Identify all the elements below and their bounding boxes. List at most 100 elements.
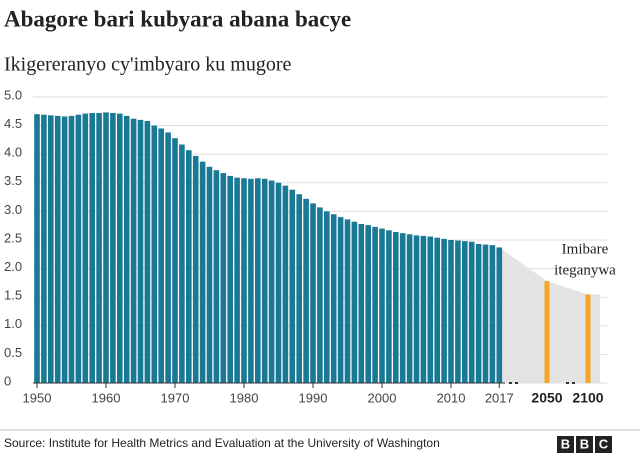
chart-subtitle: Ikigereranyo cy'imbyaro ku mugore [4, 54, 292, 76]
bar [165, 132, 171, 383]
bar [296, 194, 302, 383]
bar [406, 234, 413, 383]
bar [206, 166, 213, 383]
logo-box [557, 436, 574, 453]
y-tick-label: 0.5 [4, 345, 22, 360]
y-tick-label: 5.0 [4, 87, 22, 102]
x-tick-label: 1950 [23, 390, 52, 405]
bar [427, 236, 434, 383]
bar [41, 114, 47, 384]
logo-letter: B [561, 436, 570, 451]
bar [61, 116, 68, 383]
bar [475, 244, 482, 383]
bar [372, 226, 378, 383]
logo-letter: C [599, 436, 609, 451]
bar [399, 233, 406, 383]
bar [241, 178, 247, 383]
x-tick-label: 1970 [161, 390, 190, 405]
bar [358, 223, 365, 383]
bar [130, 118, 137, 384]
bar [386, 230, 392, 383]
x-tick-label: 1990 [299, 390, 328, 405]
bar [172, 138, 178, 383]
x-tick-label: 2100 [572, 390, 603, 406]
x-tick-label: 2017 [485, 390, 514, 405]
bar [117, 113, 123, 383]
logo-box [595, 436, 612, 453]
annotation: Imibare [562, 241, 609, 257]
bar [324, 211, 330, 383]
bar [489, 245, 496, 383]
bar [393, 231, 399, 383]
bar [255, 178, 261, 383]
bar [151, 125, 158, 383]
bar [351, 221, 358, 383]
bar [227, 175, 233, 383]
bar [585, 294, 591, 383]
bar [420, 235, 427, 383]
bar [337, 217, 344, 383]
x-tick-label: 2010 [437, 390, 466, 405]
bar [144, 121, 151, 384]
logo-letter: B [580, 436, 589, 451]
bar [462, 241, 468, 383]
y-tick-label: 1.0 [4, 316, 22, 331]
bar [268, 180, 275, 383]
bar [365, 225, 371, 383]
bar [275, 182, 282, 383]
bar [496, 247, 503, 383]
bar [199, 161, 206, 383]
bar [317, 207, 323, 383]
bar [89, 113, 95, 384]
bar [137, 119, 144, 383]
bar [441, 238, 447, 383]
bar [158, 128, 164, 383]
bar [544, 281, 550, 383]
bar [344, 219, 351, 383]
annotation: iteganywa [554, 262, 616, 278]
bar [75, 114, 82, 384]
bar [220, 173, 227, 383]
x-tick-label: 1960 [92, 390, 121, 405]
x-tick-label: 1980 [230, 390, 259, 405]
bar [110, 113, 116, 384]
y-tick-label: 1.5 [4, 288, 22, 303]
bar [123, 115, 130, 383]
y-tick-label: 4.0 [4, 145, 22, 160]
x-tick-label: 2000 [368, 390, 397, 405]
bar [379, 228, 385, 383]
bar [248, 178, 254, 383]
bar [455, 240, 461, 383]
x-tick-label: 2050 [531, 390, 562, 406]
chart-title: Abagore bari kubyara abana bacye [4, 6, 351, 31]
y-tick-label: 4.5 [4, 116, 22, 131]
projection-area [499, 247, 600, 383]
bar [330, 214, 337, 383]
bar [468, 241, 475, 383]
bar [289, 189, 296, 383]
y-tick-label: 2.5 [4, 230, 22, 245]
bar [192, 155, 199, 383]
bar [448, 240, 454, 383]
bar [96, 113, 102, 384]
y-tick-label: 3.5 [4, 173, 22, 188]
bar [482, 244, 489, 383]
y-tick-label: 3.0 [4, 202, 22, 217]
logo-box [576, 436, 593, 453]
y-tick-label: 2.0 [4, 259, 22, 274]
bar [48, 115, 54, 383]
bar [261, 178, 268, 383]
bar [234, 177, 240, 383]
bar [434, 237, 440, 383]
bar [413, 235, 420, 383]
bar [282, 185, 289, 383]
bar [34, 114, 40, 383]
bar [82, 113, 89, 383]
bar [303, 198, 309, 383]
bar [68, 115, 75, 383]
bar [186, 150, 192, 383]
y-tick-label: 0 [4, 373, 11, 388]
bar [179, 144, 185, 383]
